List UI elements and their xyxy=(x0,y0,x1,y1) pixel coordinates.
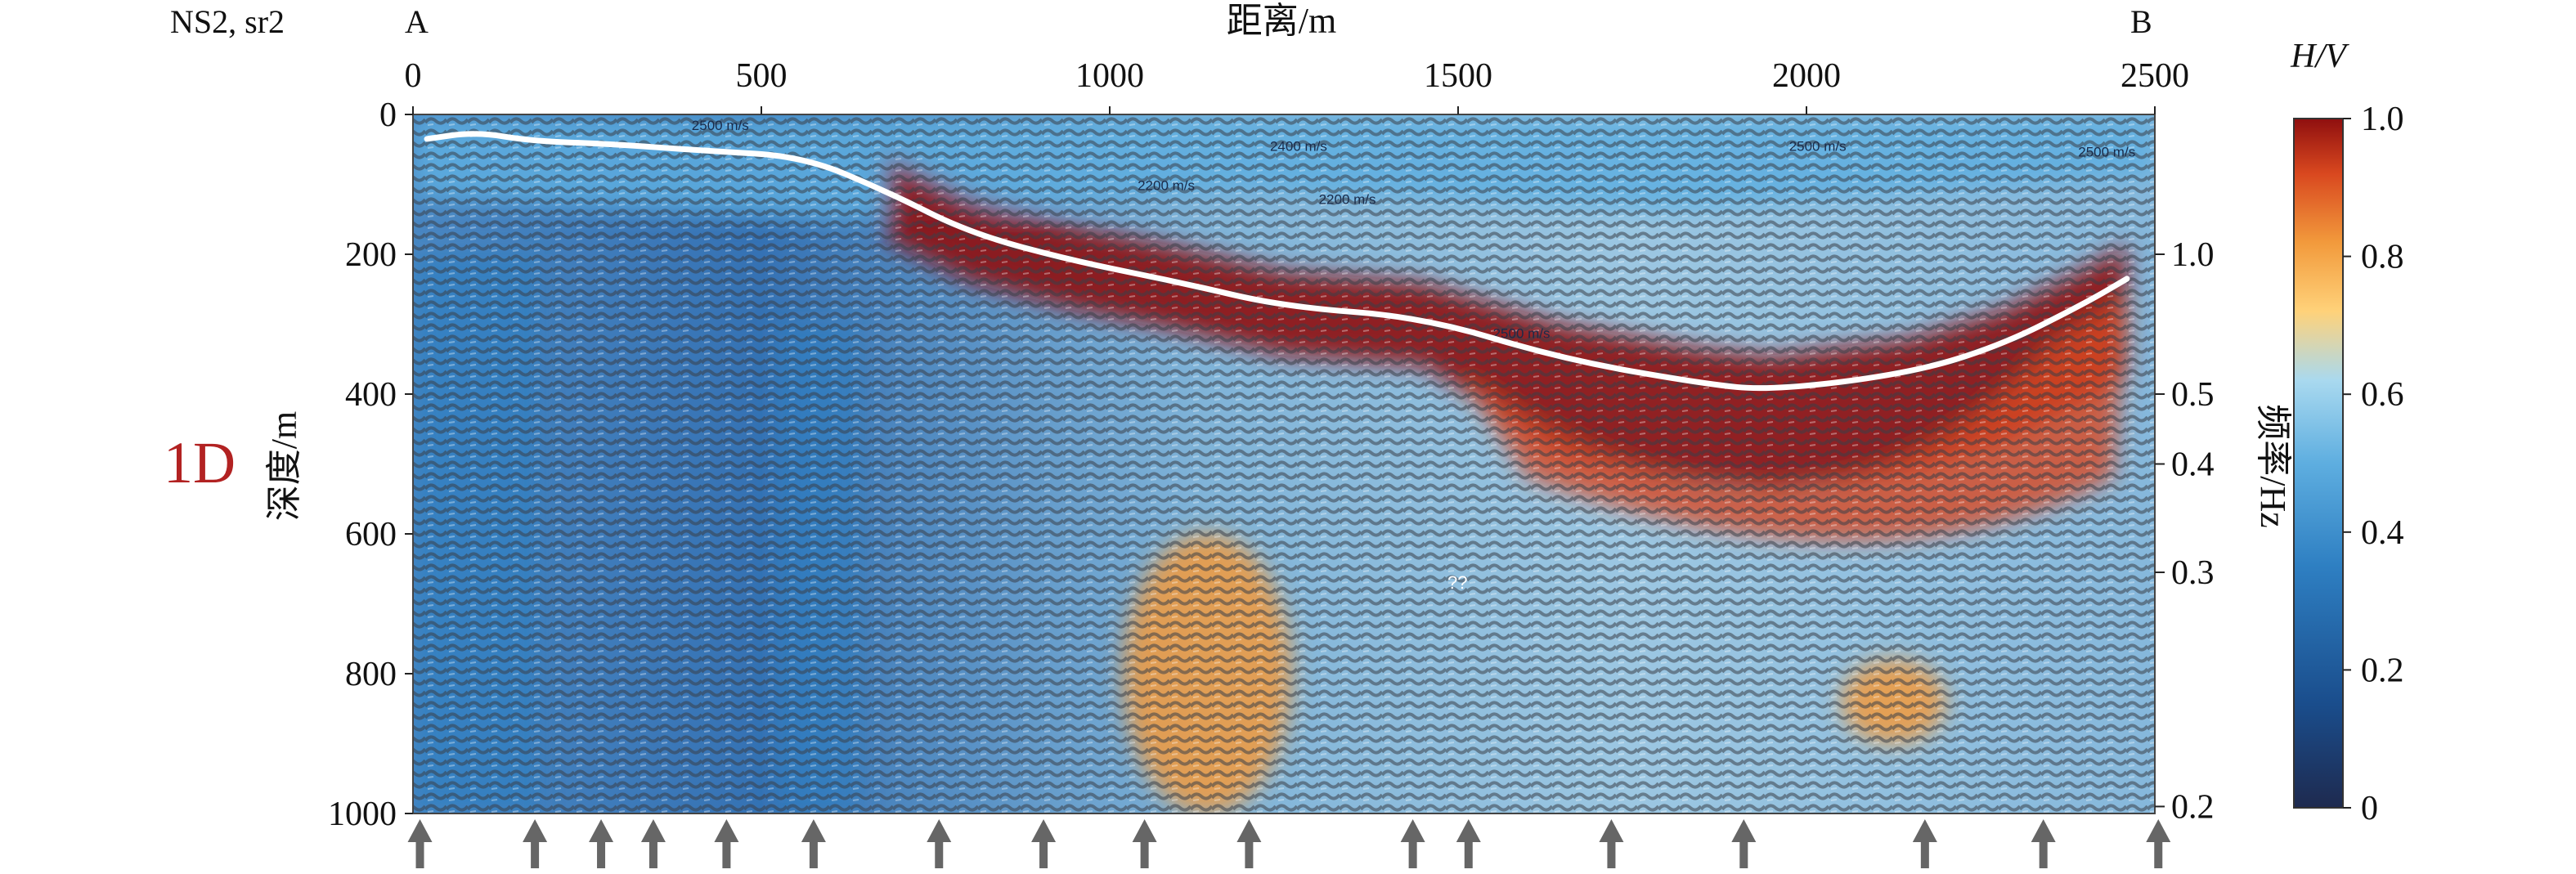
plot-area: 2500 m/s 2400 m/s 2200 m/s 2200 m/s 2500 m/s… xyxy=(413,114,2155,813)
y-right-tick-label: 0.5 xyxy=(2171,376,2215,414)
endpoint-b-label: B xyxy=(2130,3,2152,40)
velocity-label: 2500 m/s xyxy=(692,118,749,133)
unknown-feature-label: ?? xyxy=(1447,572,1467,593)
y-left-tick-label: 1000 xyxy=(328,796,397,833)
station-arrow-icon xyxy=(1132,819,1157,868)
y-left-tick-label: 400 xyxy=(345,376,397,414)
velocity-label: 2500 m/s xyxy=(2078,144,2135,159)
y-left-axis-title: 深度/m xyxy=(264,411,304,521)
x-tick-label: 500 xyxy=(736,57,788,95)
y-left-tick-label: 0 xyxy=(379,96,397,134)
colorbar: 0 0.2 0.4 0.6 0.8 1.0 xyxy=(2293,101,2404,827)
y-right-tick-label: 0.3 xyxy=(2171,554,2215,592)
velocity-label: 2200 m/s xyxy=(1319,191,1376,207)
x-tick-label: 2000 xyxy=(1772,57,1841,95)
x-axis: 0 500 1000 1500 2000 2500 xyxy=(405,57,2189,114)
colorbar-tick-label: 0.2 xyxy=(2361,652,2404,689)
x-tick-label: 1000 xyxy=(1075,57,1144,95)
colorbar-gradient xyxy=(2293,118,2344,809)
y-right-tick-label: 0.4 xyxy=(2171,446,2215,484)
station-arrow-icon xyxy=(640,819,666,868)
y-right-tick-label: 0.2 xyxy=(2171,788,2215,826)
x-tick-label: 1500 xyxy=(1424,57,1492,95)
station-arrow-icon xyxy=(1456,819,1481,868)
station-arrow-icon xyxy=(1731,819,1757,868)
y-right-axis-title: 频率/Hz xyxy=(2253,404,2293,528)
station-arrow-icon xyxy=(1400,819,1425,868)
y-left-tick-label: 200 xyxy=(345,236,397,274)
colorbar-title: H/V xyxy=(2290,38,2349,75)
colorbar-tick-label: 0.6 xyxy=(2361,376,2404,414)
y-right-tick-label: 1.0 xyxy=(2171,236,2215,274)
station-arrow-icon xyxy=(2146,819,2171,868)
series-label: NS2, sr2 xyxy=(170,3,285,40)
station-arrow-icon xyxy=(1912,819,1937,868)
velocity-label: 2200 m/s xyxy=(1138,177,1195,193)
station-markers xyxy=(407,819,2171,868)
x-axis-title: 距离/m xyxy=(1227,1,1336,41)
station-arrow-icon xyxy=(714,819,739,868)
x-tick-label: 2500 xyxy=(2120,57,2189,95)
endpoint-a-label: A xyxy=(405,3,429,40)
station-arrow-icon xyxy=(1031,819,1057,868)
velocity-label: 2400 m/s xyxy=(1270,138,1327,154)
station-arrow-icon xyxy=(407,819,433,868)
colorbar-tick-label: 1.0 xyxy=(2361,101,2404,138)
colorbar-tick-label: 0.8 xyxy=(2361,239,2404,276)
station-arrow-icon xyxy=(1599,819,1624,868)
colorbar-tick-label: 0 xyxy=(2361,790,2378,827)
x-tick-label: 0 xyxy=(405,57,422,95)
panel-tag: 1D xyxy=(164,430,236,495)
y-left-tick-label: 800 xyxy=(345,656,397,693)
seismic-texture xyxy=(413,114,2155,813)
velocity-label: 2500 m/s xyxy=(1493,326,1551,342)
station-arrow-icon xyxy=(801,819,826,868)
velocity-label: 2500 m/s xyxy=(1789,138,1847,154)
frequency-axis: 1.0 0.5 0.4 0.3 0.2 xyxy=(2155,236,2215,826)
velocity-labels: 2500 m/s 2400 m/s 2200 m/s 2200 m/s 2500 m/s… xyxy=(692,118,2135,342)
y-left-tick-label: 600 xyxy=(345,516,397,554)
station-arrow-icon xyxy=(2031,819,2056,868)
station-arrow-icon xyxy=(927,819,952,868)
colorbar-tick-label: 0.4 xyxy=(2361,514,2404,552)
interface-line xyxy=(424,131,2130,392)
depth-axis: 0 200 400 600 800 1000 xyxy=(328,96,413,833)
station-arrow-icon xyxy=(523,819,548,868)
station-arrow-icon xyxy=(1236,819,1262,868)
station-arrow-icon xyxy=(589,819,614,868)
